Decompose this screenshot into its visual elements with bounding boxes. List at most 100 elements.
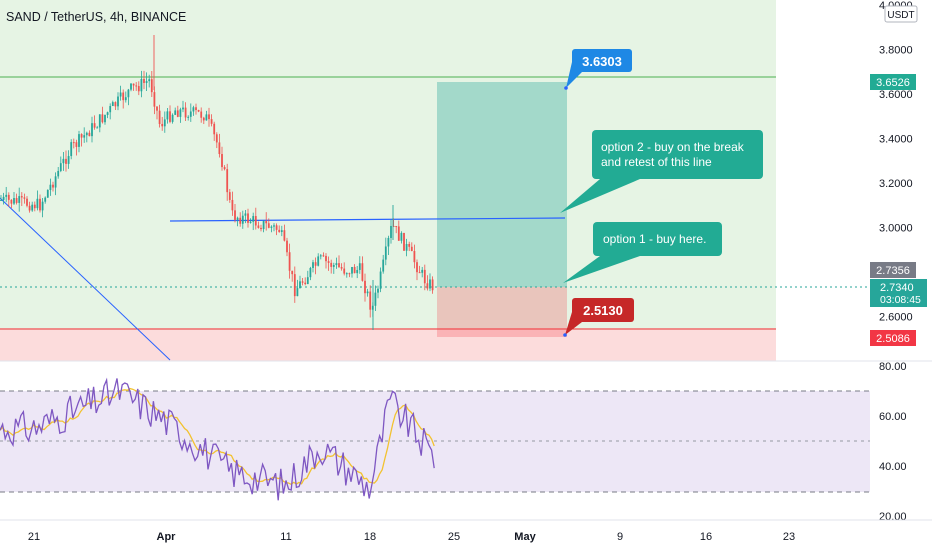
current-price-text: 2.7340 [880,282,914,294]
candle-body [374,292,377,306]
candle-body [200,111,203,118]
candle-body [221,154,223,168]
price-tick-label: 3.4000 [879,134,913,146]
candle-body [231,199,234,211]
candle-body [39,198,41,211]
candle-body [400,232,403,241]
candle-body [377,288,379,293]
candle-body [179,109,182,117]
candle-body [62,158,65,164]
candle-body [54,176,57,188]
candle-body [405,243,408,251]
candle-body [26,198,28,206]
candle-body [41,201,44,211]
candle-body [317,256,320,266]
candle-body [156,106,158,111]
down-trend-line[interactable] [0,197,171,361]
currency-badge[interactable]: USDT [884,5,918,23]
time-tick-label: Apr [157,531,177,543]
price-tick-label: 2.6000 [879,312,913,324]
candle-body [208,114,210,120]
candle-body [218,142,221,155]
candle-body [2,196,5,200]
candle-body [382,259,385,272]
candle-body [163,119,166,127]
candle-body [408,243,411,247]
callout-option2[interactable]: option 2 - buy on the break and retest o… [560,130,763,213]
candle-body [124,97,127,101]
callout-option1-line1: option 1 - buy here. [603,232,706,246]
candle-body [239,217,242,224]
candle-body [143,78,145,83]
candle-body [351,266,353,274]
candle-body [358,263,361,270]
candle-body [215,134,218,143]
candle-body [421,269,424,273]
candle-body [197,110,200,112]
candle-body [91,123,93,137]
candle-body [254,216,257,226]
candle-body [301,281,304,283]
candle-body [189,111,192,117]
price-tick-label: 3.8000 [879,45,913,57]
candle-body [306,277,309,285]
position-profit-box[interactable] [437,82,567,287]
time-tick-label: May [514,531,536,543]
candle-body [278,229,281,232]
callout-option2-line1: option 2 - buy on the break [601,140,745,154]
candle-body [325,255,327,262]
position-loss-box[interactable] [437,287,567,337]
candle-body [314,262,317,266]
chart-title: SAND / TetherUS, 4h, BINANCE [6,10,186,24]
candle-body [273,225,275,227]
candle-body [366,291,369,294]
candle-body [202,117,205,121]
candle-body [101,114,104,123]
candle-body [213,123,216,135]
candle-body [345,273,348,275]
resistance-line[interactable] [169,217,566,222]
candle-body [262,220,265,230]
target-callout[interactable]: 3.6303 [564,49,632,90]
candle-body [137,86,140,92]
candle-body [36,198,39,209]
candle-body [0,199,2,201]
candle-body [5,194,8,197]
rsi-tick-label: 20.00 [879,511,907,523]
candle-body [265,220,268,224]
callout-option1[interactable]: option 1 - buy here. [563,222,722,283]
time-tick-label: 21 [28,531,40,543]
candle-body [283,230,286,241]
candle-body [257,225,260,228]
current-price-badge: 2.7340 03:08:45 [870,279,927,307]
stop-callout[interactable]: 2.5130 [563,298,634,337]
candle-body [67,156,70,164]
candle-body [104,114,106,123]
candle-body [161,123,164,127]
candle-body [130,83,132,90]
candle-body [413,251,416,263]
candle-body [132,83,135,86]
candle-body [392,225,395,227]
candle-body [127,89,130,98]
candle-body [117,96,119,107]
candle-body [395,226,398,228]
candle-body [70,142,73,157]
time-tick-label: 16 [700,531,712,543]
candle-body [52,184,54,188]
stop-price-badge: 2.5086 [870,330,916,346]
candle-body [236,217,239,220]
candle-body [78,134,80,147]
candle-body [145,81,148,83]
time-tick-label: 23 [783,531,795,543]
candle-body [275,225,278,230]
candle-body [228,192,231,200]
candle-body [403,232,405,251]
candle-body [338,263,340,268]
candle-body [88,132,91,137]
target-price-badge: 3.6526 [870,74,916,90]
candle-body [312,262,314,268]
candle-body [247,213,249,223]
rsi-tick-label: 60.00 [879,411,907,423]
